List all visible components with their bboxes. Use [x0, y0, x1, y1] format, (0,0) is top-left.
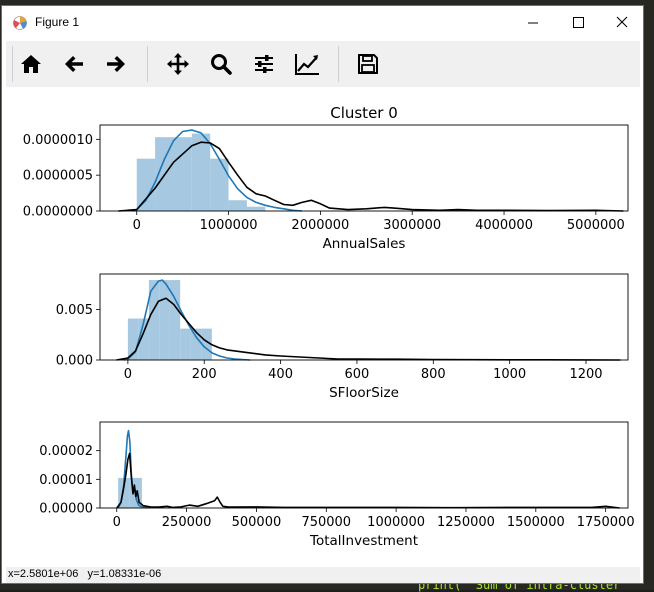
maximize-icon — [573, 17, 584, 28]
edit-axes-button[interactable] — [292, 49, 322, 79]
line-chart-icon — [295, 54, 319, 75]
histogram-bar — [118, 477, 130, 508]
x-tick-label: 1250000 — [437, 515, 495, 530]
x-axis-label: SFloorSize — [329, 385, 399, 401]
figure-svg[interactable]: 0 1000000 2000000 3000000 4000000 50000000.00… — [6, 87, 640, 567]
histogram-bar — [159, 280, 170, 360]
x-tick-label: 500000 — [232, 515, 282, 530]
save-button[interactable] — [353, 49, 383, 79]
figure-window: Figure 1 — [1, 5, 644, 584]
pan-button[interactable] — [163, 49, 193, 79]
y-tick-label: 0.00000 — [39, 502, 93, 517]
x-tick-label: 1200 — [569, 367, 602, 382]
close-icon — [616, 16, 628, 28]
histogram-bar — [127, 318, 139, 360]
axes-frame — [99, 421, 629, 509]
x-tick-label: 200 — [192, 367, 217, 382]
y-tick-label: 0.0000010 — [23, 133, 93, 148]
y-tick-label: 0.00001 — [39, 473, 93, 488]
kde-curve-black — [116, 452, 620, 509]
x-tick-label: 2000000 — [291, 218, 349, 233]
y-tick-label: 0.0000000 — [23, 205, 93, 220]
floppy-disk-icon — [358, 54, 378, 74]
coordinate-readout: x=2.5801e+06 y=1.08331e-06 — [8, 568, 162, 580]
status-bar: x=2.5801e+06 y=1.08331e-06 — [6, 567, 640, 583]
x-axis-label: AnnualSales — [323, 236, 406, 252]
arrow-right-icon — [107, 56, 125, 72]
x-tick-label: 1500000 — [507, 515, 565, 530]
x-tick-label: 1000000 — [367, 515, 425, 530]
toolbar-separator — [147, 46, 148, 82]
y-tick-label: 0.000 — [56, 354, 93, 369]
x-tick-label: 0 — [113, 515, 121, 530]
minimize-icon — [528, 22, 538, 24]
x-tick-label: 1000000 — [200, 218, 258, 233]
home-icon — [21, 55, 41, 73]
axes-frame — [99, 273, 629, 361]
histogram-bar — [201, 328, 212, 360]
magnifier-icon — [211, 54, 232, 75]
toolbar-grip — [12, 46, 13, 82]
x-tick-label: 0 — [133, 218, 141, 233]
kde-curve-blue — [131, 129, 303, 212]
histogram-bar — [228, 200, 247, 211]
arrow-left-icon — [65, 56, 83, 72]
histogram-bar — [246, 206, 266, 211]
minimize-button[interactable] — [510, 6, 556, 38]
zoom-button[interactable] — [206, 49, 236, 79]
histogram-bar — [173, 137, 192, 211]
histogram-bar — [190, 328, 202, 360]
y-tick-label: 0.00002 — [39, 444, 93, 459]
chart-title: Cluster 0 — [330, 104, 398, 122]
x-tick-label: 800 — [421, 367, 446, 382]
subplot-3: 0 250000 500000 750000 1000000 1250000 1500000… — [39, 421, 635, 549]
window-title: Figure 1 — [35, 15, 80, 29]
maximize-button[interactable] — [556, 6, 602, 38]
x-tick-label: 5000000 — [567, 218, 625, 233]
histogram-bar — [169, 280, 181, 360]
x-axis-label: TotalInvestment — [309, 533, 418, 549]
app-icon — [13, 16, 27, 30]
x-tick-label: 0 — [124, 367, 132, 382]
kde-curve-black — [118, 141, 624, 212]
back-button[interactable] — [59, 49, 89, 79]
axes-frame — [99, 124, 629, 212]
x-tick-label: 4000000 — [475, 218, 533, 233]
x-tick-label: 1000 — [493, 367, 526, 382]
move-icon — [167, 53, 189, 75]
x-tick-label: 1750000 — [577, 515, 635, 530]
subplots-button[interactable] — [249, 49, 279, 79]
x-tick-label: 250000 — [162, 515, 212, 530]
subplot-1: 0 1000000 2000000 3000000 4000000 5000000 0.00… — [23, 104, 629, 252]
histogram-bar — [180, 328, 191, 360]
sliders-icon — [255, 55, 273, 73]
y-tick-label: 0.005 — [56, 303, 93, 318]
kde-curve-blue — [123, 279, 251, 361]
navigation-toolbar — [6, 41, 640, 87]
x-tick-label: 750000 — [301, 515, 351, 530]
histogram-bar — [138, 318, 149, 360]
x-tick-label: 600 — [345, 367, 370, 382]
close-button[interactable] — [599, 6, 645, 38]
histogram-bar — [210, 158, 229, 211]
histogram-bar — [148, 280, 160, 360]
subplot-2: 0 200 400 600 800 1000 1200 0.000 0.005 SFloorSiz… — [56, 273, 629, 401]
x-tick-label: 400 — [268, 367, 293, 382]
y-tick-label: 0.0000005 — [23, 169, 93, 184]
x-tick-label: 3000000 — [383, 218, 441, 233]
home-button[interactable] — [16, 49, 46, 79]
title-bar[interactable]: Figure 1 — [2, 6, 643, 39]
histogram-bar — [191, 133, 211, 211]
toolbar-separator — [338, 46, 339, 82]
forward-button[interactable] — [101, 49, 131, 79]
figure-canvas[interactable]: 0 1000000 2000000 3000000 4000000 5000000 0.00… — [6, 87, 640, 567]
kde-curve-black — [116, 297, 621, 361]
histogram-bar — [136, 158, 156, 211]
